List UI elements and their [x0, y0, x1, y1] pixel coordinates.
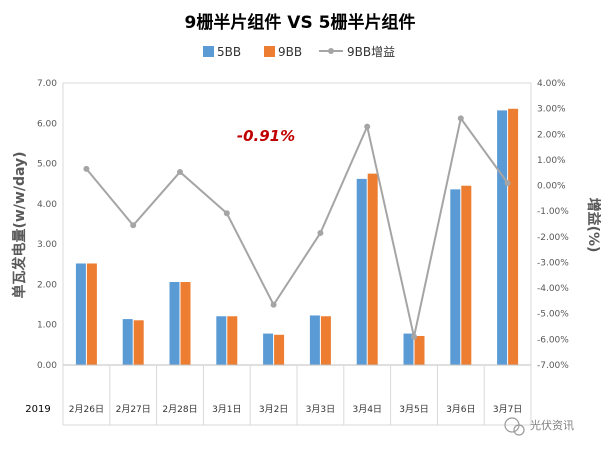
y-tick-label: 6.00	[37, 119, 57, 129]
gain-point	[504, 179, 511, 186]
y-tick-label: 1.00	[37, 321, 57, 331]
bar-9bb	[367, 173, 378, 365]
bar-9bb	[461, 185, 472, 365]
gain-point	[177, 168, 183, 175]
bar-5bb	[169, 282, 180, 365]
y2-tick-label: 3.00%	[537, 105, 566, 115]
bar-9bb	[227, 316, 238, 365]
y2-tick-label: -5.00%	[537, 310, 569, 320]
legend-line-marker	[328, 48, 334, 54]
bars	[75, 108, 519, 365]
bar-9bb	[508, 108, 519, 365]
x-tick-label: 3月1日	[212, 404, 241, 415]
bar-9bb	[274, 334, 285, 365]
bar-9bb	[86, 263, 97, 365]
y2-tick-label: 0.00%	[537, 182, 566, 192]
y-tick-label: 3.00	[37, 240, 57, 250]
legend-label: 9BB	[278, 45, 302, 59]
gain-point	[411, 333, 417, 340]
bar-5bb	[403, 333, 414, 365]
watermark-text: 光伏资讯	[530, 418, 574, 432]
gain-line	[83, 115, 511, 340]
y2-tick-label: -3.00%	[537, 258, 569, 268]
x-tick-label: 3月5日	[399, 404, 428, 415]
bar-9bb	[133, 320, 144, 365]
y-axis-label: 单瓦发电量(w/w/day)	[11, 151, 28, 298]
y-tick-label: 0.00	[37, 361, 57, 371]
y2-tick-label: -2.00%	[537, 233, 569, 243]
gain-point	[317, 229, 324, 236]
legend-label: 9BB增益	[347, 45, 395, 59]
bar-5bb	[122, 319, 133, 365]
bar-9bb	[320, 316, 331, 365]
x-tick-label: 2月27日	[116, 404, 151, 415]
x-tick-label: 3月4日	[352, 404, 381, 415]
bar-5bb	[263, 333, 274, 365]
x-axis: 2月26日 2月27日 2月28日 3月1日 3月2日 3月3日 3月4日 3月5日 3月6日 3…	[62, 364, 532, 426]
y2-tick-label: 1.00%	[537, 156, 566, 166]
x-tick-label: 3月6日	[446, 404, 475, 415]
chart-title: 9栅半片组件 VS 5栅半片组件	[185, 12, 416, 33]
bar-5bb	[216, 316, 227, 365]
gain-point	[457, 115, 464, 122]
average-gain-annotation: -0.91%	[237, 127, 295, 145]
y-axis-right: -7.00% -6.00% -5.00% -4.00% -3.00% -2.00% -1.0…	[537, 79, 569, 371]
legend: 5BB 9BB 9BB增益	[203, 45, 395, 59]
legend-label: 5BB	[217, 45, 241, 59]
x-tick-label: 3月3日	[306, 404, 335, 415]
legend-swatch-5bb	[203, 46, 214, 57]
y-axis-left: 0.00 1.00 2.00 3.00 4.00 5.00 6.00 7.00	[37, 79, 57, 371]
bar-5bb	[497, 110, 508, 365]
wechat-icon-inner	[513, 424, 525, 436]
gain-series-line	[85, 115, 509, 338]
legend-swatch-9bb	[264, 46, 275, 57]
y2-axis-label: 增益(%)	[585, 198, 601, 253]
y2-tick-label: 4.00%	[537, 79, 566, 89]
year-label: 2019	[25, 404, 50, 415]
y2-tick-label: -4.00%	[537, 284, 569, 294]
gain-point	[130, 222, 137, 229]
y2-tick-label: -1.00%	[537, 207, 569, 217]
gain-point	[364, 123, 371, 130]
bar-9bb	[414, 335, 425, 365]
y2-tick-label: -6.00%	[537, 335, 569, 345]
bar-9bb	[180, 282, 191, 365]
bar-5bb	[309, 315, 320, 365]
x-tick-label: 2月26日	[69, 404, 104, 415]
gain-point	[83, 165, 90, 172]
watermark: 光伏资讯	[504, 417, 574, 436]
bar-5bb	[356, 178, 367, 365]
y-tick-label: 2.00	[37, 280, 57, 290]
gain-point	[223, 210, 230, 217]
x-tick-label: 3月2日	[259, 404, 288, 415]
y-tick-label: 7.00	[37, 79, 57, 89]
x-tick-label: 2月28日	[162, 404, 197, 415]
y-tick-label: 5.00	[37, 160, 57, 170]
gain-point	[270, 301, 277, 308]
x-tick-label: 3月7日	[493, 404, 522, 415]
bar-5bb	[75, 263, 86, 365]
bar-5bb	[450, 189, 461, 365]
y2-tick-label: -7.00%	[537, 361, 569, 371]
y-tick-label: 4.00	[37, 200, 57, 210]
y2-tick-label: 2.00%	[537, 130, 566, 140]
